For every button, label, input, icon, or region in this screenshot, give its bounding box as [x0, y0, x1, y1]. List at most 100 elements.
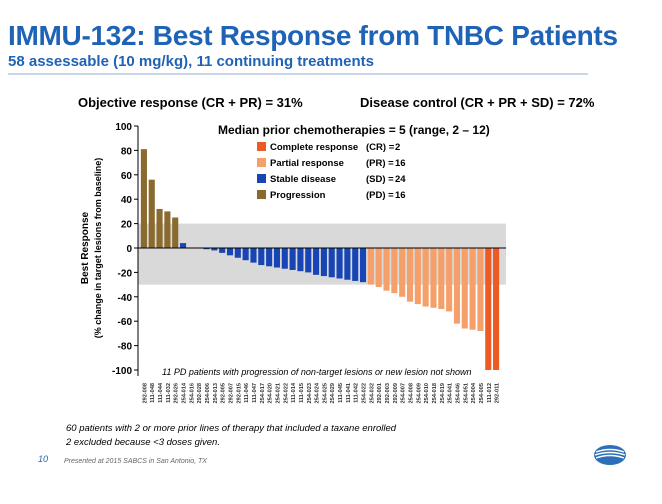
- x-tick-label: 292-028: [197, 383, 203, 404]
- legend-abbr: (SD) =: [366, 174, 394, 185]
- bar-sd: [179, 243, 187, 248]
- x-tick-label: 292-011: [495, 383, 501, 403]
- x-tick-label: 254-022: [283, 383, 289, 404]
- page-number: 10: [38, 454, 49, 464]
- bar-sd: [336, 248, 343, 279]
- bar-pr: [469, 248, 476, 330]
- x-tick-label: 254-051: [463, 383, 469, 404]
- legend-abbr: (PD) =: [366, 190, 394, 201]
- y-axis-sublabel: (% change in target lesions from baselin…: [93, 158, 103, 339]
- legend-swatch: [257, 142, 266, 151]
- x-tick-label: 292-009: [393, 383, 399, 404]
- bar-sd: [258, 248, 265, 266]
- page-subtitle: 58 assessable (10 mg/kg), 11 continuing …: [8, 53, 374, 70]
- x-tick-label: 111-046: [244, 383, 250, 403]
- x-tick-label: 254-022: [362, 383, 368, 404]
- x-tick-label: 111-015: [299, 383, 305, 403]
- y-tick-label: 0: [126, 244, 132, 255]
- bar-pr: [391, 248, 398, 294]
- x-tick-label: 254-005: [479, 383, 485, 404]
- bar-sd: [320, 248, 327, 277]
- median-note: Median prior chemotherapies = 5 (range, …: [218, 123, 490, 137]
- x-tick-label: 254-024: [315, 382, 321, 403]
- bar-sd: [266, 248, 273, 267]
- x-tick-label: 292-005: [221, 383, 227, 404]
- legend-abbr: (CR) =: [366, 142, 395, 153]
- bar-sd: [344, 248, 351, 280]
- y-tick-label: -40: [118, 293, 133, 304]
- x-tick-label: 111-048: [150, 383, 156, 403]
- footer-note-exclusion: 2 excluded because <3 doses given.: [66, 437, 220, 448]
- bar-cr: [485, 248, 492, 370]
- x-tick-label: 292-003: [385, 383, 391, 404]
- x-tick-label: 111-032: [166, 383, 172, 403]
- bar-sd: [352, 248, 359, 281]
- x-tick-label: 254-016: [189, 383, 195, 404]
- x-tick-label: 254-025: [322, 383, 328, 404]
- disease-control-summary: Disease control (CR + PR + SD) = 72%: [360, 95, 595, 110]
- x-tick-label: 111-012: [487, 383, 493, 403]
- y-tick-label: 20: [121, 220, 133, 231]
- bar-sd: [234, 248, 241, 258]
- x-tick-label: 254-006: [205, 383, 211, 404]
- x-tick-label: 254-008: [409, 383, 415, 404]
- x-tick-label: 254-010: [424, 383, 430, 404]
- legend-abbr: (PR) =: [366, 158, 394, 169]
- bar-sd: [297, 248, 304, 272]
- bar-pr: [406, 248, 414, 302]
- y-tick-label: -60: [118, 317, 133, 328]
- objective-response-summary: Objective response (CR + PR) = 31%: [78, 95, 303, 110]
- bar-pr: [438, 248, 445, 309]
- bar-pr: [414, 248, 421, 305]
- y-tick-label: 100: [115, 122, 132, 133]
- x-tick-label: 254-021: [275, 383, 281, 404]
- legend-count: 2: [395, 142, 400, 153]
- legend-swatch: [257, 174, 266, 183]
- y-tick-label: -100: [112, 366, 132, 377]
- bar-pr: [453, 248, 460, 324]
- bar-pr: [383, 248, 390, 291]
- x-tick-label: 111-041: [346, 383, 352, 403]
- bar-pd: [140, 149, 147, 248]
- bar-pr: [446, 248, 453, 312]
- bar-sd: [305, 248, 312, 273]
- x-tick-label: 254-004: [471, 382, 477, 403]
- x-tick-label: 254-017: [260, 383, 266, 404]
- bar-sd: [226, 248, 234, 256]
- x-tick-label: 254-018: [432, 383, 438, 404]
- y-tick-label: 80: [121, 146, 133, 157]
- presentation-credit: Presented at 2015 SABCS in San Antonio, …: [64, 458, 207, 465]
- y-tick-label: -80: [118, 342, 133, 353]
- x-tick-label: 111-014: [291, 382, 297, 403]
- bar-pd: [148, 179, 155, 248]
- bar-pd: [164, 211, 171, 248]
- legend-label: Partial response: [270, 158, 344, 169]
- bar-sd: [219, 248, 226, 253]
- x-tick-label: 292-015: [236, 383, 242, 404]
- y-tick-label: 40: [121, 195, 133, 206]
- legend-label: Complete response: [270, 142, 358, 153]
- bar-cr: [493, 248, 500, 370]
- x-tick-label: 254-032: [369, 383, 375, 404]
- x-tick-label: 254-019: [440, 383, 446, 404]
- bar-sd: [289, 248, 296, 270]
- legend-swatch: [257, 158, 266, 167]
- x-tick-label: 292-007: [229, 383, 235, 404]
- bar-sd: [313, 248, 320, 275]
- bar-pr: [461, 248, 468, 329]
- x-tick-label: 254-007: [401, 383, 407, 404]
- x-tick-label: 254-020: [268, 383, 274, 404]
- bar-pr: [477, 248, 484, 331]
- bar-pr: [399, 248, 406, 297]
- bar-sd: [281, 248, 288, 269]
- x-tick-label: 254-029: [330, 383, 336, 404]
- title-divider: [8, 73, 588, 75]
- y-axis-label: Best Response: [80, 211, 91, 284]
- bar-sd: [242, 248, 249, 261]
- bar-pr: [375, 248, 382, 288]
- x-tick-label: 254-023: [307, 383, 313, 404]
- x-tick-label: 254-046: [455, 383, 461, 404]
- x-tick-label: 254-013: [213, 383, 219, 404]
- x-tick-label: 111-044: [158, 382, 164, 403]
- legend-label: Stable disease: [270, 174, 336, 185]
